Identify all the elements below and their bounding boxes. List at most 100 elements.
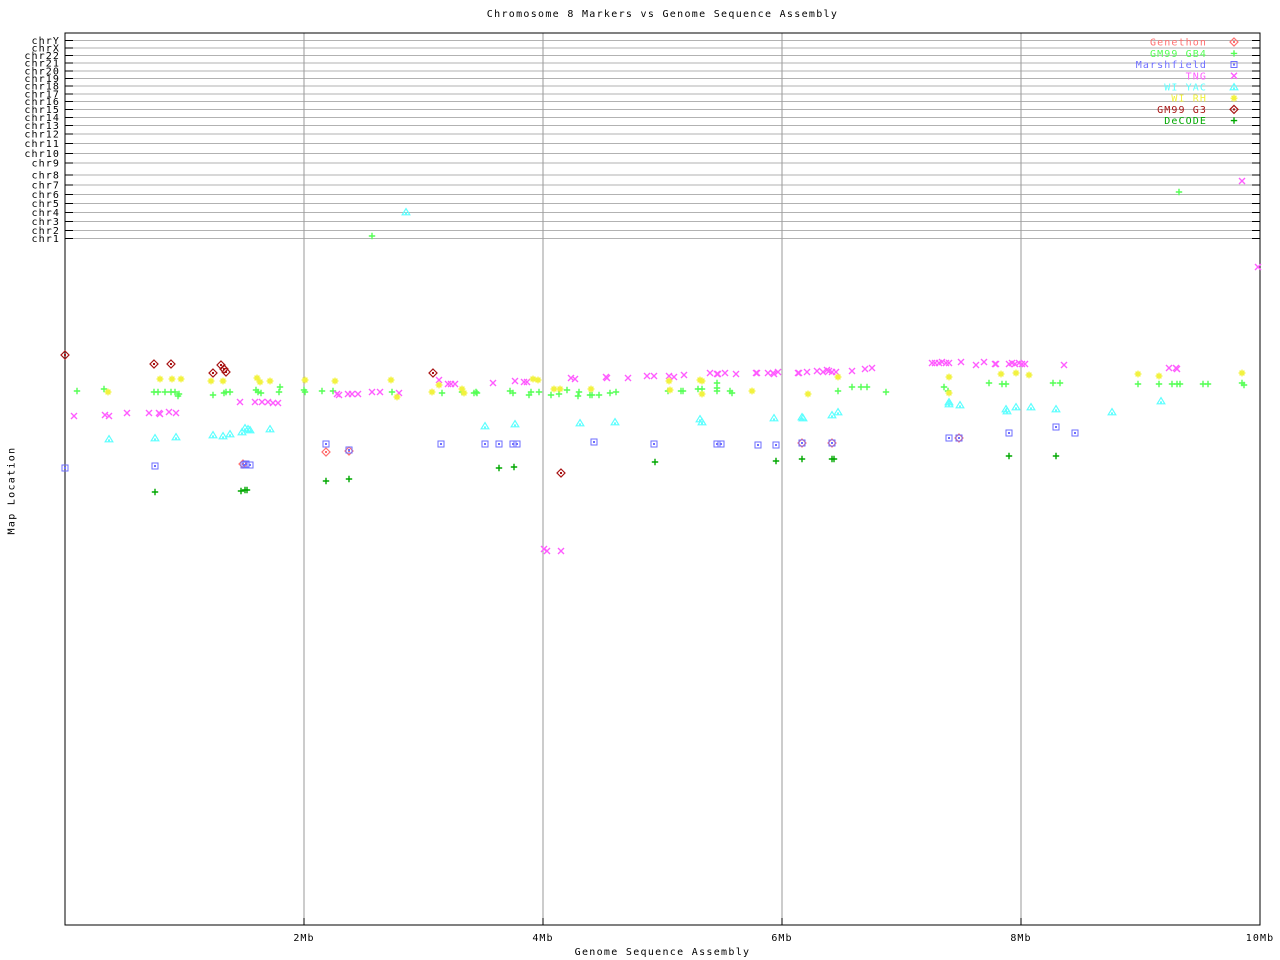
data-point: [670, 373, 678, 381]
data-point: [221, 367, 231, 377]
data-point: [1051, 404, 1061, 413]
data-point: [243, 486, 251, 494]
data-point: [1002, 380, 1010, 388]
x-axis-label: Genome Sequence Assembly: [574, 947, 751, 958]
data-point: [70, 412, 78, 420]
data-point: [331, 377, 339, 385]
data-point: [156, 410, 164, 418]
data-point: [861, 365, 869, 373]
data-point: [666, 386, 674, 394]
data-point: [798, 455, 806, 463]
data-point: [149, 359, 159, 369]
x-tick-labels: 2Mb 4Mb 6Mb 8Mb 10Mb: [293, 918, 1273, 944]
data-point: [1049, 379, 1057, 387]
legend-label-gm99-gb4: GM99 GB4: [1150, 49, 1207, 60]
legend-marker-wi-rh: [1230, 94, 1238, 102]
data-point: [495, 440, 503, 448]
data-point: [105, 412, 113, 420]
x-gridlines: [303, 33, 1022, 925]
data-point: [354, 390, 362, 398]
y-tick-label-chr20: chr20: [24, 67, 60, 78]
data-point: [145, 409, 153, 417]
legend-marker-genethon: [1229, 37, 1239, 47]
data-point: [940, 383, 948, 391]
data-point: [1165, 364, 1173, 372]
data-point: [945, 389, 953, 397]
data-point: [348, 390, 356, 398]
data-point: [1025, 371, 1033, 379]
data-point: [209, 391, 217, 399]
data-point: [772, 441, 780, 449]
data-point: [1002, 406, 1012, 415]
data-point: [938, 358, 946, 366]
legend-label-wi-yac: WI YAC: [1164, 83, 1207, 94]
data-point: [1005, 452, 1013, 460]
data-point: [795, 369, 803, 377]
data-point: [1107, 407, 1117, 416]
series-genethon: [238, 433, 964, 469]
data-point: [513, 440, 521, 448]
data-point: [863, 383, 871, 391]
data-point: [529, 375, 537, 383]
data-point: [219, 377, 227, 385]
data-point: [318, 387, 326, 395]
data-point: [322, 440, 330, 448]
data-point: [848, 383, 856, 391]
legend-label-marshfield: Marshfield: [1136, 60, 1207, 71]
data-point: [651, 458, 659, 466]
data-point: [104, 434, 114, 443]
data-point: [997, 370, 1005, 378]
data-point: [774, 368, 782, 376]
legend-label-wi-rh: WI RH: [1171, 94, 1207, 105]
data-point: [830, 455, 838, 463]
data-point: [753, 369, 761, 377]
data-point: [590, 438, 598, 446]
data-point: [472, 388, 480, 396]
data-point: [1071, 429, 1079, 437]
data-point: [207, 377, 215, 385]
data-point: [571, 375, 579, 383]
data-point: [1052, 452, 1060, 460]
data-point: [438, 389, 446, 397]
data-point: [679, 387, 687, 395]
data-point: [728, 389, 736, 397]
data-point: [721, 369, 729, 377]
series-wi-yac: [104, 207, 1166, 443]
data-point: [1173, 365, 1181, 373]
y-tick-label-chr5: chr5: [32, 199, 60, 210]
data-point: [1012, 369, 1020, 377]
data-point: [258, 398, 266, 406]
data-point: [540, 545, 548, 553]
chart-title: Chromosome 8 Markers vs Genome Sequence …: [486, 9, 839, 20]
data-point: [868, 364, 876, 372]
data-point: [253, 374, 261, 382]
series-decode: [151, 452, 1060, 496]
data-point: [218, 431, 228, 440]
series-tng: [70, 177, 1262, 555]
data-point: [165, 408, 173, 416]
data-point: [650, 372, 658, 380]
data-point: [574, 392, 582, 400]
data-point: [151, 488, 159, 496]
data-point: [435, 381, 443, 389]
data-point: [219, 364, 229, 374]
data-point: [612, 388, 620, 396]
data-point: [123, 409, 131, 417]
data-point: [706, 369, 714, 377]
y-tick-label-chr7: chr7: [32, 181, 60, 192]
y-tick-label-chr1: chr1: [32, 234, 60, 245]
data-point: [557, 547, 565, 555]
data-point: [587, 385, 595, 393]
legend-marker-gm99-g3: [1229, 104, 1239, 115]
data-point: [698, 390, 706, 398]
data-point: [942, 359, 950, 367]
data-point: [882, 388, 890, 396]
data-point: [245, 425, 255, 434]
data-point: [643, 372, 651, 380]
data-point: [100, 385, 108, 393]
data-point: [624, 374, 632, 382]
data-point: [257, 389, 265, 397]
data-point: [509, 389, 517, 397]
data-point: [833, 407, 843, 416]
